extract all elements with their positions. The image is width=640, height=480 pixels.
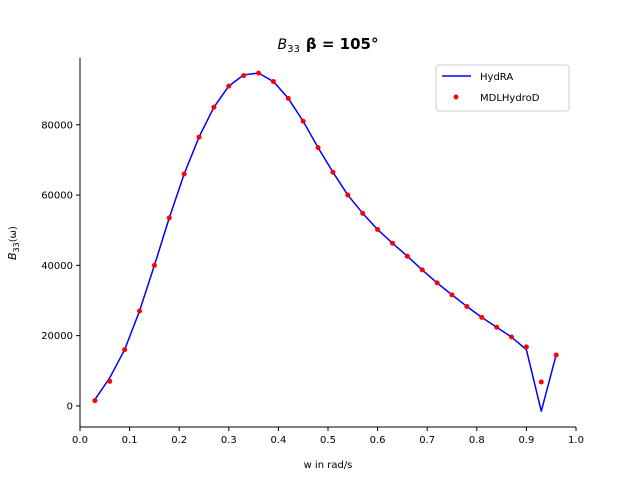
data-point-mdlhydrod [375,227,381,232]
data-point-mdlhydrod [404,253,410,259]
y-tick-label: 80000 [41,120,73,131]
series-line-hydra [94,72,557,412]
ylabel-symbol: B [6,252,19,260]
data-point-mdlhydrod [479,314,485,320]
x-tick-label: 0.5 [320,435,336,446]
data-point-mdlhydrod [181,171,187,177]
title-symbol: B [278,37,288,53]
legend-mdlhydrod-label: MDLHydroD [480,93,540,104]
series-layer [92,70,559,412]
y-tick-label: 0 [67,401,73,412]
y-tick-label: 40000 [41,261,73,272]
data-point-mdlhydrod [122,347,128,353]
legend-mdlhydrod-swatch [453,94,459,100]
x-tick-label: 0.0 [72,435,88,446]
ylabel-rest: (ω) [8,226,19,242]
legend: HydRA MDLHydroD [435,64,570,112]
data-point-mdlhydrod [419,267,425,273]
y-axis-label: B33(ω) [6,226,21,260]
data-point-mdlhydrod [360,210,366,216]
legend-hydra-label: HydRA [480,72,513,83]
x-tick-label: 1.0 [568,435,584,446]
title-rest: β = 105° [306,35,379,53]
y-ticks: 0 20000 40000 60000 80000 [41,120,80,412]
data-point-mdlhydrod [151,262,157,268]
data-point-mdlhydrod [449,292,455,298]
data-point-mdlhydrod [137,308,143,314]
data-point-mdlhydrod [285,95,291,101]
data-point-mdlhydrod [166,215,172,221]
data-point-mdlhydrod [523,344,529,350]
y-tick-label: 20000 [41,331,73,342]
x-tick-label: 0.9 [518,435,534,446]
data-point-mdlhydrod [226,83,232,89]
x-tick-label: 0.6 [370,435,386,446]
data-point-mdlhydrod [256,70,262,76]
x-tick-label: 0.7 [419,435,435,446]
x-axis-label: w in rad/s [304,460,353,471]
y-tick-label: 60000 [41,191,73,202]
x-tick-label: 0.4 [270,435,286,446]
x-ticks: 0.0 0.1 0.2 0.3 0.4 0.5 0.6 0.7 0.8 0.9 1.0 [72,427,584,446]
data-point-mdlhydrod [345,192,351,198]
data-point-mdlhydrod [92,398,98,404]
data-point-mdlhydrod [241,73,247,79]
data-point-mdlhydrod [315,145,321,151]
ylabel-subscript: 33 [12,242,21,252]
x-tick-label: 0.3 [221,435,237,446]
data-point-mdlhydrod [464,303,470,309]
x-tick-label: 0.2 [171,435,187,446]
data-point-mdlhydrod [389,240,395,246]
x-tick-label: 0.1 [122,435,138,446]
data-point-mdlhydrod [509,334,515,340]
chart-title: B33 β = 105° [278,35,379,55]
data-point-mdlhydrod [494,324,500,330]
x-tick-label: 0.8 [469,435,485,446]
data-point-mdlhydrod [434,280,440,286]
data-point-mdlhydrod [553,352,559,358]
data-point-mdlhydrod [107,378,113,384]
data-point-mdlhydrod [330,169,336,175]
data-point-mdlhydrod [270,79,276,85]
title-subscript: 33 [287,44,300,55]
data-point-mdlhydrod [538,379,544,385]
data-point-mdlhydrod [211,104,217,110]
data-point-mdlhydrod [196,134,202,140]
data-point-mdlhydrod [300,118,306,124]
